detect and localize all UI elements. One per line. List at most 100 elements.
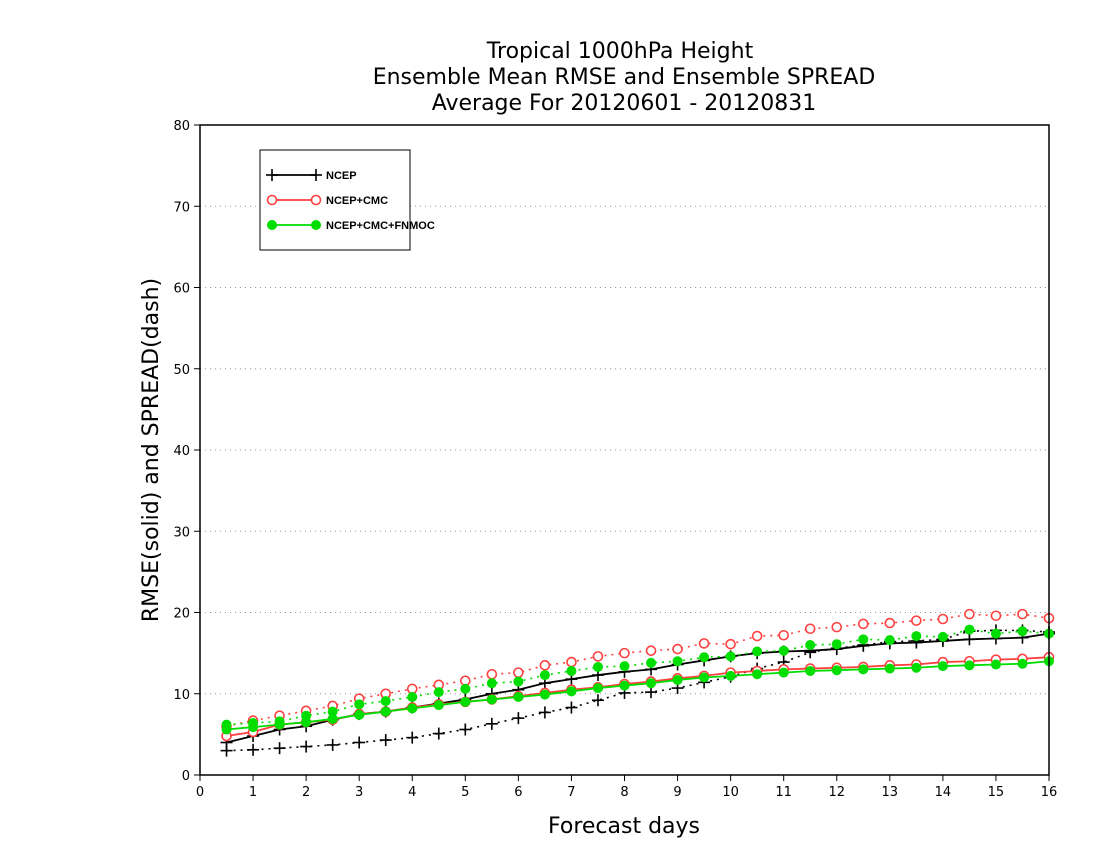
rmse-point xyxy=(274,719,285,730)
legend-marker xyxy=(267,220,277,230)
x-tick-label: 1 xyxy=(249,785,257,800)
spread-point xyxy=(964,608,975,620)
spread-point xyxy=(990,610,1002,622)
rmse-point xyxy=(646,678,657,689)
legend-item-1: NCEP+CMC xyxy=(266,194,388,207)
y-tick-label: 0 xyxy=(182,769,190,784)
spread-point xyxy=(831,621,843,633)
x-tick-label: 0 xyxy=(196,785,204,800)
spread-point xyxy=(513,676,524,687)
gridlines xyxy=(200,205,1049,695)
spread-point xyxy=(326,738,339,751)
spread-point xyxy=(591,694,604,707)
spread-point xyxy=(300,740,313,753)
x-tick-label: 10 xyxy=(722,785,739,800)
spread-point xyxy=(379,734,392,747)
series-0 xyxy=(220,624,1055,757)
legend-marker xyxy=(310,194,322,206)
rmse-point xyxy=(407,703,418,714)
rmse-point xyxy=(566,686,577,697)
spread-line-2 xyxy=(226,628,1050,726)
legend: NCEP NCEP+CMC NCEP+CMC+FNMOC xyxy=(259,149,435,251)
spread-point xyxy=(619,647,630,659)
rmse-point xyxy=(964,660,975,671)
spread-point xyxy=(619,661,630,672)
spread-point xyxy=(433,687,444,698)
rmse-point xyxy=(990,659,1001,670)
spread-point xyxy=(645,645,657,656)
spread-point xyxy=(354,699,365,710)
rmse-point xyxy=(486,694,497,705)
rmse-point xyxy=(884,663,895,674)
y-tick-label: 60 xyxy=(173,282,190,297)
spread-point xyxy=(353,736,366,749)
x-tick-label: 13 xyxy=(882,785,899,800)
x-tick-label: 5 xyxy=(461,785,469,800)
spread-point xyxy=(725,651,736,662)
spread-point xyxy=(857,618,869,630)
title-line-1: Tropical 1000hPa Height xyxy=(486,39,754,64)
x-tick-label: 7 xyxy=(567,785,575,800)
x-tick-label: 11 xyxy=(775,785,792,800)
legend-items: NCEP NCEP+CMC NCEP+CMC+FNMOC xyxy=(266,169,435,232)
spread-point xyxy=(751,630,763,642)
chart-title: Tropical 1000hPa Height Ensemble Mean RM… xyxy=(373,39,876,116)
spread-point xyxy=(566,666,577,676)
legend-item-2: NCEP+CMC+FNMOC xyxy=(267,220,435,232)
rmse-point xyxy=(301,717,312,728)
spread-point xyxy=(698,638,710,649)
spread-point xyxy=(486,678,497,689)
rmse-line-1 xyxy=(226,656,1050,737)
spread-point xyxy=(911,631,922,642)
spread-point xyxy=(273,742,286,755)
y-tick-label: 20 xyxy=(173,607,190,622)
spread-point xyxy=(407,692,418,702)
rmse-point xyxy=(725,670,736,681)
x-tick-label: 9 xyxy=(673,785,681,800)
legend-item-0: NCEP xyxy=(266,169,357,182)
spread-point xyxy=(937,613,949,625)
spread-point xyxy=(592,661,603,672)
legend-label: NCEP+CMC+FNMOC xyxy=(326,220,435,232)
y-tick-label: 70 xyxy=(173,200,190,215)
spread-point xyxy=(538,706,551,719)
spread-point xyxy=(565,701,578,714)
spread-line-0 xyxy=(226,629,1050,752)
spread-point xyxy=(566,656,577,668)
spread-point xyxy=(805,640,816,650)
y-axis-label: RMSE(solid) and SPREAD(dash) xyxy=(139,278,164,622)
spread-point xyxy=(911,615,922,626)
spread-point xyxy=(752,646,763,657)
series-1 xyxy=(221,608,1055,742)
rmse-point xyxy=(752,669,763,680)
y-tick-label: 10 xyxy=(173,688,190,703)
x-tick-label: 3 xyxy=(355,785,363,800)
x-tick-label: 2 xyxy=(302,785,310,800)
spread-point xyxy=(672,643,683,655)
spread-point xyxy=(513,667,524,678)
title-line-3: Average For 20120601 - 20120831 xyxy=(432,91,817,116)
y-tick-label: 30 xyxy=(173,525,190,540)
spread-point xyxy=(432,727,445,740)
x-tick-label: 8 xyxy=(620,785,628,800)
spread-point xyxy=(858,634,869,645)
spread-point xyxy=(1017,626,1028,637)
spread-point xyxy=(1017,608,1028,620)
spread-point xyxy=(646,657,657,668)
rmse-point xyxy=(433,700,444,711)
spread-point xyxy=(485,717,498,730)
x-tick-label: 12 xyxy=(828,785,845,800)
rmse-point xyxy=(513,692,524,702)
x-axis-label: Forecast days xyxy=(548,814,700,839)
spread-point xyxy=(512,712,525,725)
rmse-point xyxy=(221,724,232,735)
x-tick-label: 15 xyxy=(988,785,1005,800)
spread-point xyxy=(778,645,789,656)
spread-point xyxy=(592,651,604,662)
rmse-point xyxy=(831,665,842,676)
spread-point xyxy=(699,652,710,663)
rmse-line-0 xyxy=(226,632,1050,744)
spread-point xyxy=(990,628,1001,639)
